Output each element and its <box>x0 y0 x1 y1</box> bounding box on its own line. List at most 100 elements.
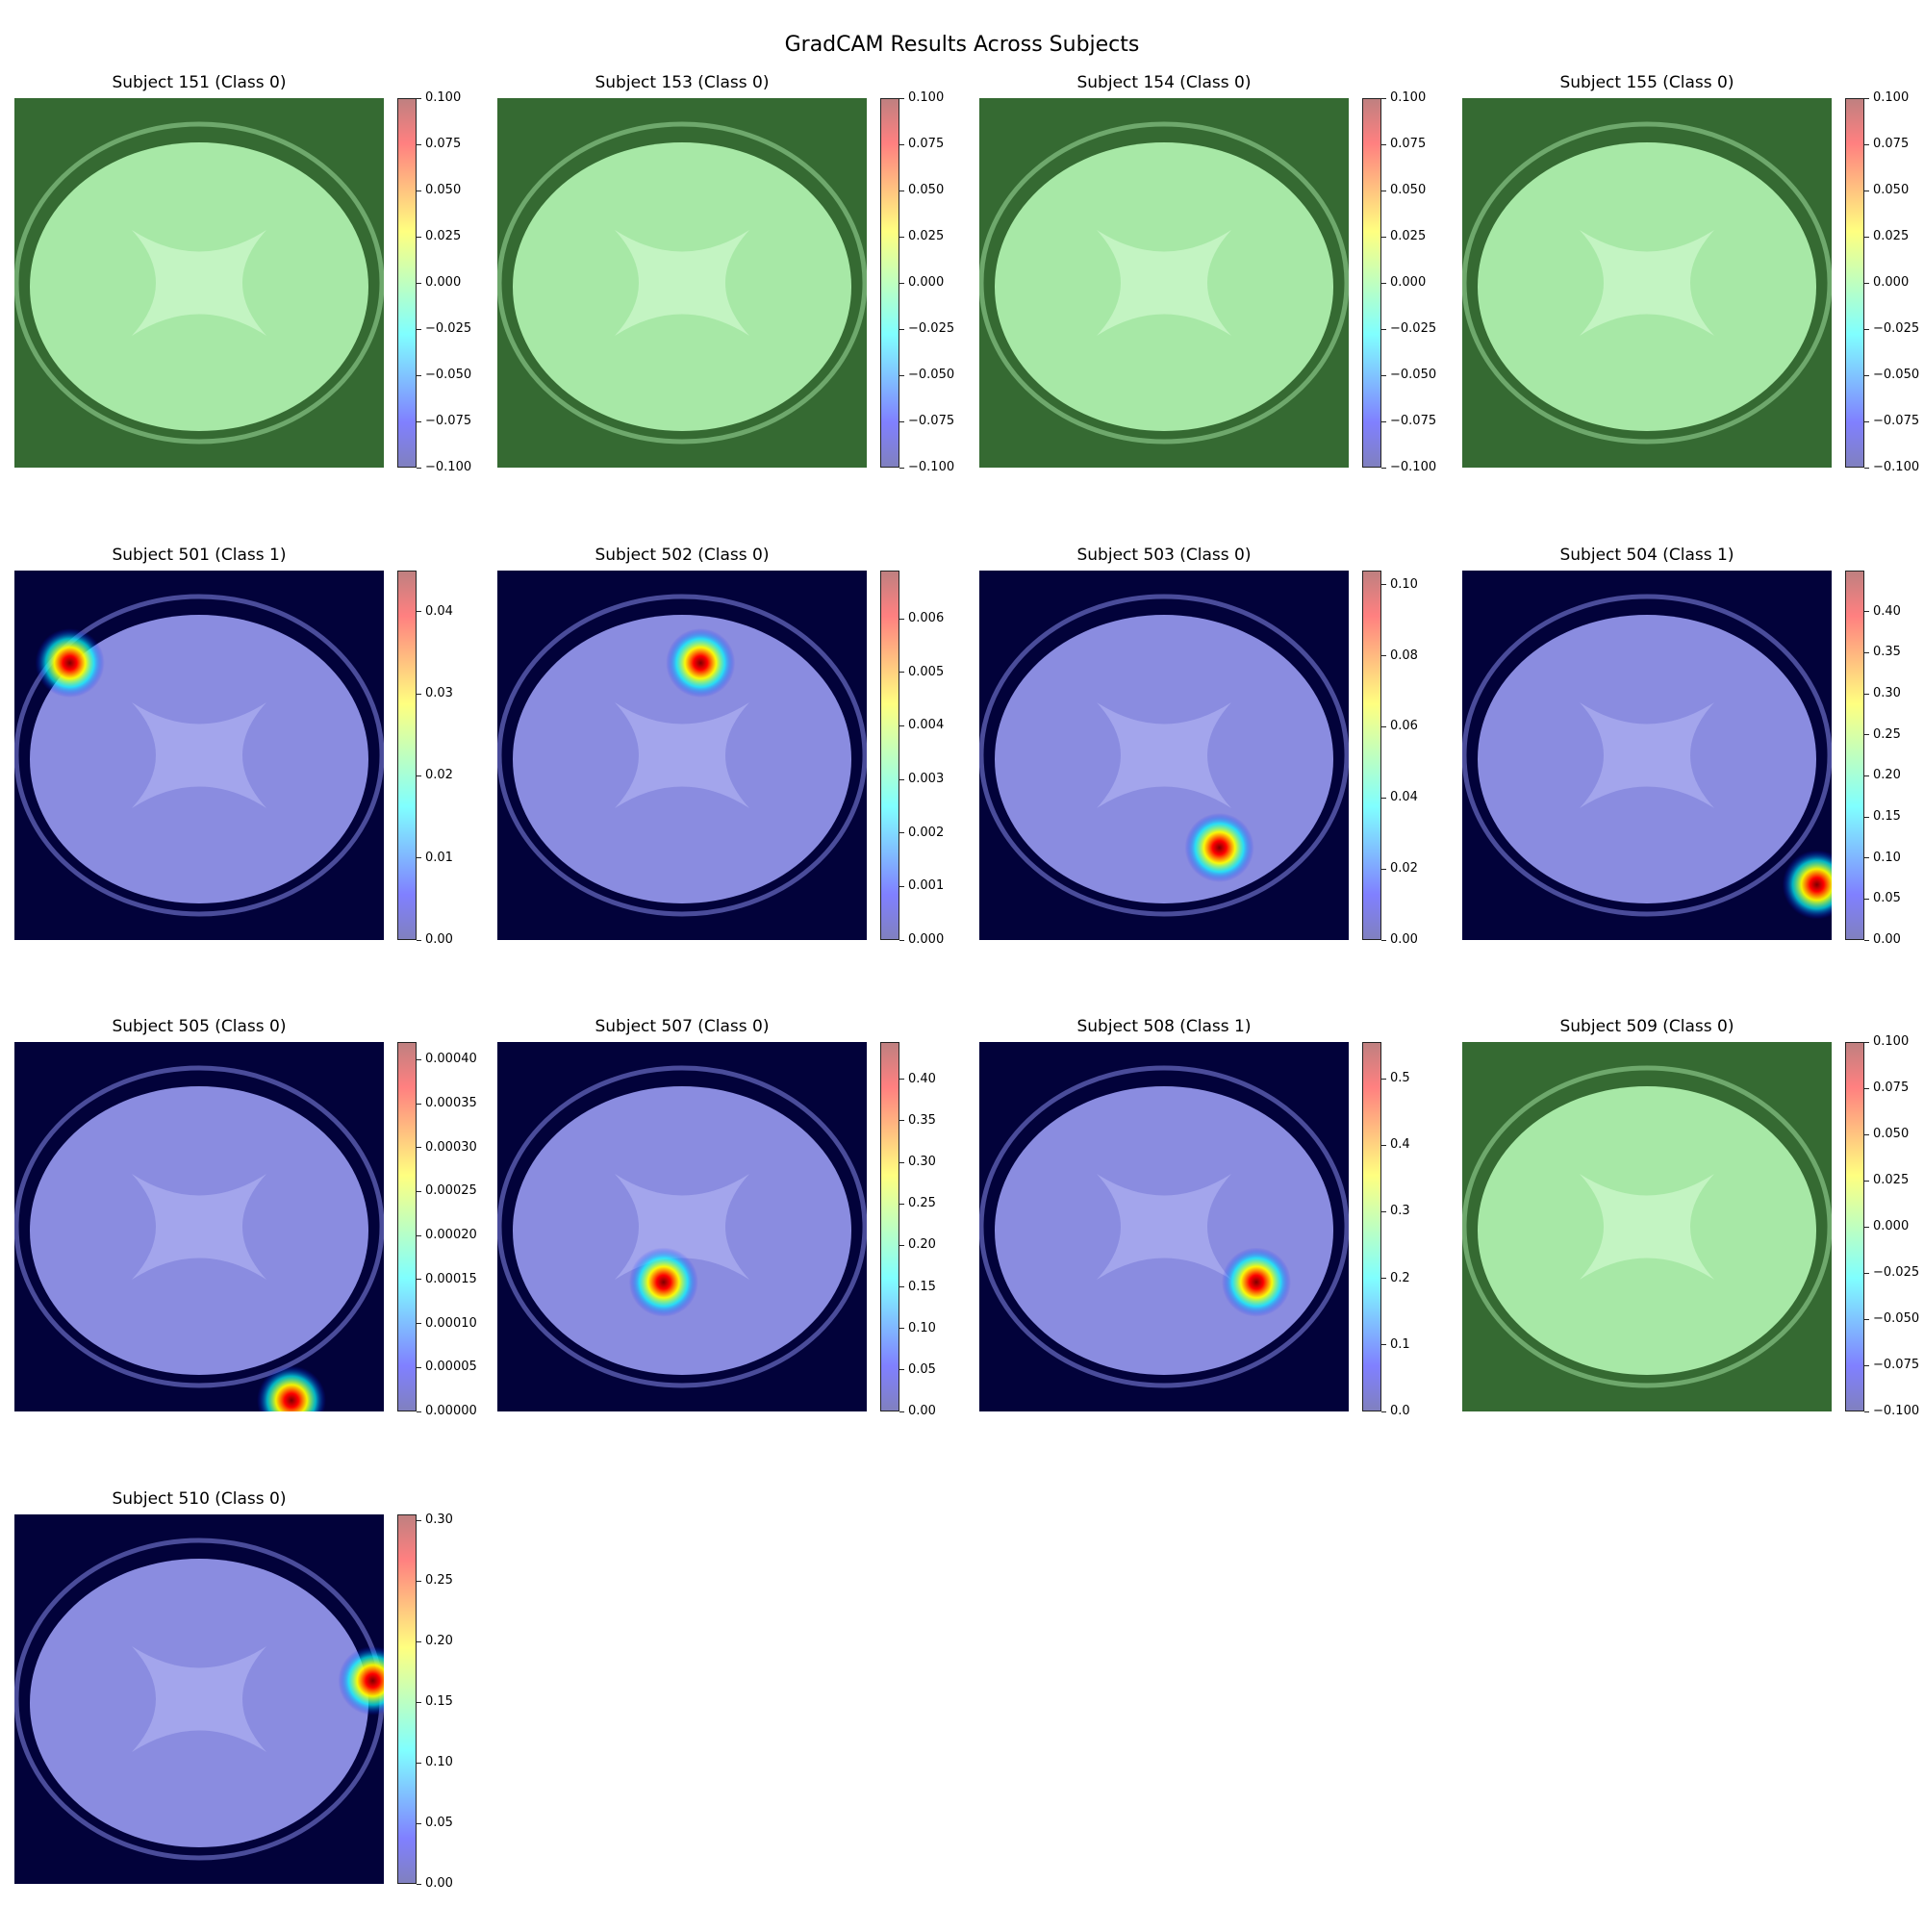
colorbar-tick-label: 0.3 <box>1390 1204 1410 1219</box>
skull-outline <box>979 121 1349 445</box>
colorbar-tick-label: 0.100 <box>1873 1034 1910 1049</box>
skull-outline <box>979 594 1349 917</box>
subject-panel: Subject 154 (Class 0) 0.100 0.075 0.050 0.02… <box>979 73 1451 516</box>
colorbar-tick-label: 0.006 <box>908 611 945 626</box>
ventricles <box>615 230 749 336</box>
colorbar-tick-label: 0.15 <box>1873 809 1901 824</box>
colorbar-tick-label: 0.5 <box>1390 1071 1410 1086</box>
colorbar-tick-label: 0.02 <box>1390 861 1418 877</box>
colorbar-tick-label: 0.04 <box>425 603 453 619</box>
gradcam-heatmap <box>1462 1042 1832 1411</box>
subject-panel: Subject 508 (Class 1) 0.5 0.4 0.3 0.2 0.1 0.0 <box>979 1017 1451 1460</box>
colorbar-tick-label: 0.000 <box>1873 275 1910 290</box>
panel-title: Subject 507 (Class 0) <box>595 1017 770 1036</box>
colorbar-tick-label: −0.050 <box>1873 1311 1920 1326</box>
activation-hotspot <box>1782 850 1832 920</box>
colorbar-tick-label: 0.35 <box>1873 645 1901 660</box>
colorbar-tick-label: 0.4 <box>1390 1137 1410 1153</box>
colorbar-tick-label: 0.000 <box>908 932 945 947</box>
activation-hotspot <box>666 628 736 698</box>
colorbar-tick-label: 0.000 <box>1390 275 1427 290</box>
colorbar-tick-label: 0.25 <box>1873 726 1901 742</box>
ventricles <box>132 702 266 808</box>
colorbar-tick-label: −0.025 <box>1873 1265 1920 1280</box>
colorbar-tick-label: 0.050 <box>425 183 462 197</box>
skull-outline <box>1462 121 1832 445</box>
colorbar-tick-label: 0.004 <box>908 718 945 733</box>
activation-hotspot <box>35 628 105 698</box>
subject-panel: Subject 155 (Class 0) 0.100 0.075 0.050 0.02… <box>1462 73 1924 516</box>
colorbar-tick-label: 0.30 <box>908 1155 936 1170</box>
colorbar-tick-label: 0.0 <box>1390 1404 1410 1418</box>
colorbar-tick-label: 0.075 <box>1873 137 1910 151</box>
colorbar <box>1362 1042 1381 1411</box>
ventricles <box>1580 230 1714 336</box>
colorbar-tick-label: 0.20 <box>425 1634 453 1649</box>
colorbar-tick-label: 0.00010 <box>425 1315 477 1331</box>
colorbar <box>880 1042 899 1411</box>
colorbar-tick-label: −0.075 <box>908 414 955 428</box>
colorbar <box>1845 98 1864 468</box>
colorbar-tick-label: −0.100 <box>1873 460 1920 474</box>
skull-outline <box>497 594 867 917</box>
gradcam-heatmap <box>14 571 384 940</box>
colorbar-tick-label: −0.075 <box>1873 414 1920 428</box>
colorbar-tick-label: 0.050 <box>1873 1127 1910 1141</box>
colorbar-tick-label: −0.050 <box>908 368 955 382</box>
colorbar <box>1845 1042 1864 1411</box>
colorbar-tick-label: 0.000 <box>908 275 945 290</box>
colorbar-tick-label: 0.10 <box>425 1755 453 1770</box>
colorbar <box>1845 571 1864 940</box>
colorbar-tick-label: 0.30 <box>425 1513 453 1528</box>
colorbar-tick-label: 0.40 <box>1873 603 1901 619</box>
colorbar-tick-label: 0.000 <box>425 275 462 290</box>
ventricles <box>1097 702 1231 808</box>
colorbar-tick-label: 0.002 <box>908 825 945 840</box>
colorbar-tick-label: 0.25 <box>425 1573 453 1589</box>
colorbar-tick-label: 0.075 <box>425 137 462 151</box>
colorbar-tick-label: 0.025 <box>1873 229 1910 243</box>
colorbar <box>397 1042 417 1411</box>
colorbar-tick-label: 0.2 <box>1390 1270 1410 1285</box>
panel-title: Subject 509 (Class 0) <box>1559 1017 1734 1036</box>
panel-title: Subject 502 (Class 0) <box>595 546 770 565</box>
skull-outline <box>1462 1065 1832 1388</box>
colorbar <box>1362 98 1381 468</box>
colorbar-tick-label: 0.10 <box>1873 850 1901 865</box>
skull-outline <box>14 1065 384 1388</box>
colorbar-tick-label: 0.005 <box>908 664 945 679</box>
colorbar-tick-label: 0.25 <box>908 1196 936 1211</box>
gradcam-heatmap <box>497 1042 867 1411</box>
activation-hotspot <box>338 1645 384 1716</box>
colorbar-tick-label: −0.025 <box>425 321 472 336</box>
colorbar-tick-label: 0.100 <box>1873 90 1910 105</box>
skull-outline <box>979 1065 1349 1388</box>
colorbar-tick-label: −0.100 <box>1873 1404 1920 1418</box>
colorbar-tick-label: −0.050 <box>1873 368 1920 382</box>
colorbar-tick-label: −0.050 <box>1390 368 1437 382</box>
gradcam-heatmap <box>1462 571 1832 940</box>
panel-title: Subject 504 (Class 1) <box>1559 546 1734 565</box>
gradcam-heatmap <box>497 98 867 468</box>
colorbar-tick-label: 0.003 <box>908 772 945 787</box>
activation-hotspot <box>628 1247 698 1317</box>
colorbar-tick-label: 0.35 <box>908 1112 936 1128</box>
colorbar-tick-label: 0.075 <box>1873 1080 1910 1095</box>
colorbar-tick-label: 0.00 <box>425 1876 453 1891</box>
subject-panel: Subject 153 (Class 0) 0.100 0.075 0.050 0.02… <box>497 73 969 516</box>
colorbar-tick-label: 0.1 <box>1390 1336 1410 1352</box>
colorbar-tick-label: 0.025 <box>908 229 945 243</box>
colorbar-tick-label: 0.00035 <box>425 1096 477 1110</box>
colorbar-tick-label: −0.025 <box>908 321 955 336</box>
colorbar-tick-label: 0.00015 <box>425 1271 477 1286</box>
colorbar-tick-label: 0.075 <box>1390 137 1427 151</box>
skull-outline <box>497 1065 867 1388</box>
panel-title: Subject 503 (Class 0) <box>1076 546 1252 565</box>
panel-title: Subject 510 (Class 0) <box>112 1489 287 1509</box>
colorbar-tick-label: 0.001 <box>908 878 945 894</box>
gradcam-heatmap <box>979 571 1349 940</box>
colorbar-tick-label: 0.10 <box>1390 576 1418 592</box>
colorbar-tick-label: 0.03 <box>425 686 453 700</box>
subject-panel: Subject 510 (Class 0) 0.30 0.25 0.20 0.15 0.1… <box>14 1489 486 1932</box>
colorbar-tick-label: 0.025 <box>1390 229 1427 243</box>
